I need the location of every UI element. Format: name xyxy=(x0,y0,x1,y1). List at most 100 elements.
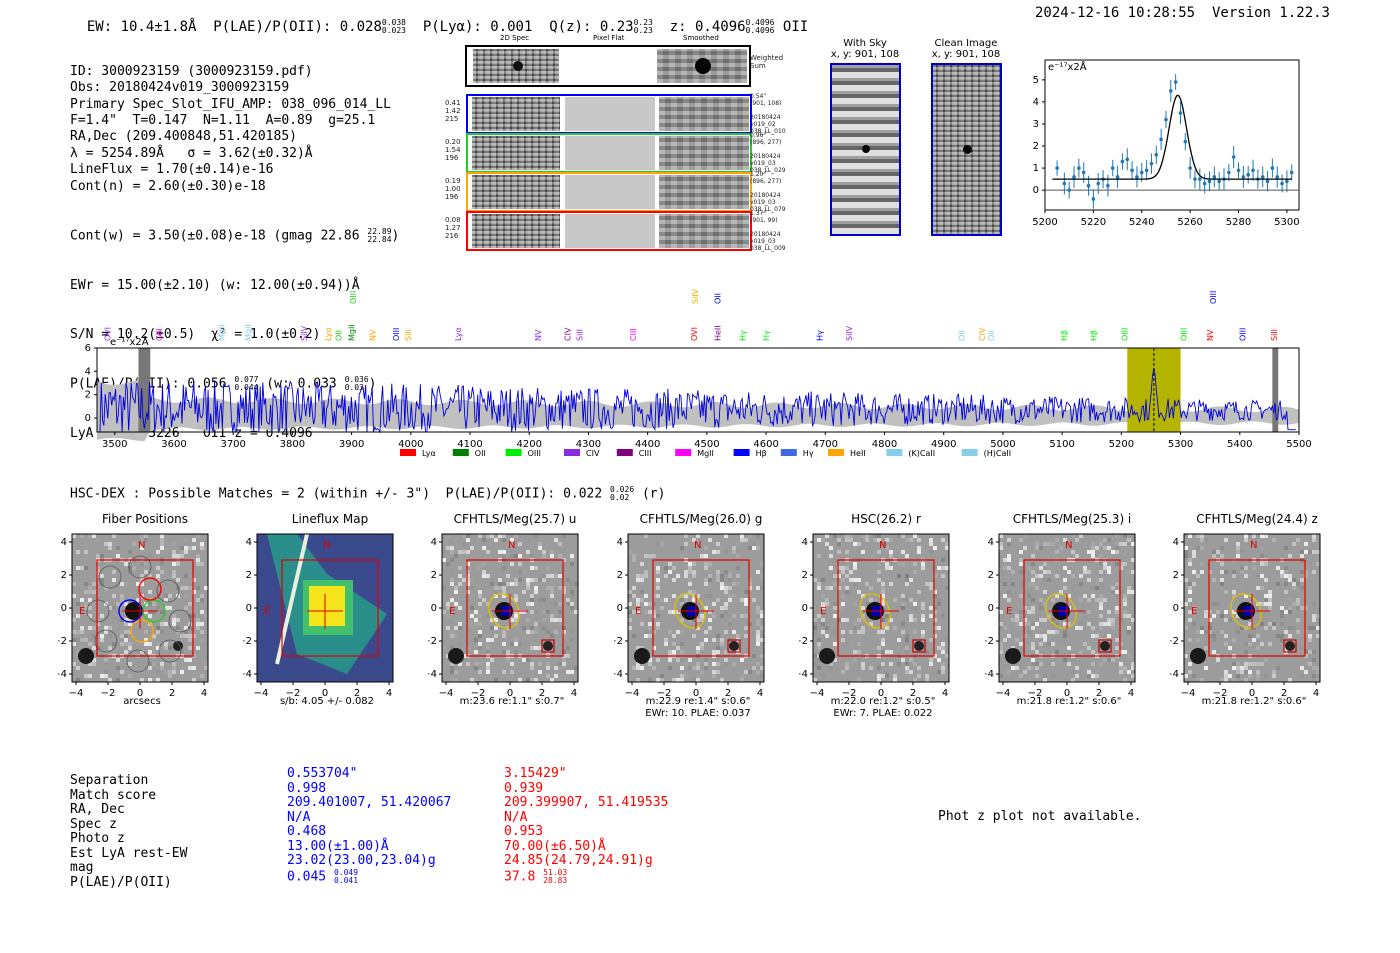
noise-pixel xyxy=(644,602,648,606)
noise-pixel xyxy=(1063,658,1067,662)
noise-pixel xyxy=(905,646,909,650)
noise-pixel xyxy=(885,674,889,678)
plae2-w: (w: 0.033 xyxy=(266,376,337,392)
noise-pixel xyxy=(1123,650,1127,654)
noise-pixel xyxy=(692,590,696,594)
noise-pixel xyxy=(1043,618,1047,622)
noise-pixel xyxy=(680,658,684,662)
neighbor-source xyxy=(1005,648,1021,664)
noise-pixel xyxy=(668,622,672,626)
noise-pixel xyxy=(905,650,909,654)
noise-pixel xyxy=(192,654,196,658)
noise-pixel xyxy=(510,554,514,558)
noise-pixel xyxy=(917,546,921,550)
noise-pixel xyxy=(1011,582,1015,586)
noise-pixel xyxy=(821,618,825,622)
noise-pixel xyxy=(570,610,574,614)
east-label: E xyxy=(79,606,85,617)
noise-pixel xyxy=(676,574,680,578)
legend-item: Lyα xyxy=(400,449,436,458)
noise-pixel xyxy=(692,562,696,566)
noise-pixel xyxy=(534,646,538,650)
noise-pixel xyxy=(1244,678,1248,682)
match-label: Photo z xyxy=(70,831,125,846)
noise-pixel xyxy=(84,566,88,570)
noise-pixel xyxy=(80,630,84,634)
noise-pixel xyxy=(1260,546,1264,550)
noise-pixel xyxy=(756,618,760,622)
noise-pixel xyxy=(502,642,506,646)
noise-pixel xyxy=(204,662,208,666)
noise-pixel xyxy=(640,590,644,594)
search-box xyxy=(96,559,194,657)
noise-pixel xyxy=(849,578,853,582)
noise-pixel xyxy=(446,606,450,610)
noise-pixel xyxy=(841,618,845,622)
noise-pixel xyxy=(929,582,933,586)
plae2-w-lo: 0.03 xyxy=(344,383,364,393)
line-marker: Hγ xyxy=(815,330,824,341)
noise-pixel xyxy=(1220,546,1224,550)
spectrum-x-tick-label: 5500 xyxy=(1286,439,1311,450)
noise-pixel xyxy=(1099,602,1103,606)
noise-pixel xyxy=(1296,630,1300,634)
line-marker: OII xyxy=(335,330,344,341)
noise-pixel xyxy=(841,594,845,598)
noise-pixel xyxy=(1027,562,1031,566)
noise-pixel xyxy=(841,638,845,642)
noise-pixel xyxy=(1019,674,1023,678)
noise-pixel xyxy=(913,678,917,682)
noise-pixel xyxy=(999,626,1003,630)
noise-pixel xyxy=(917,538,921,542)
noise-pixel xyxy=(84,606,88,610)
noise-pixel xyxy=(454,586,458,590)
east-label: E xyxy=(449,606,455,617)
match1-value: 0.998 xyxy=(287,780,327,796)
noise-pixel xyxy=(1232,590,1236,594)
noise-pixel xyxy=(470,622,474,626)
noise-pixel xyxy=(640,578,644,582)
noise-pixel xyxy=(672,678,676,682)
noise-pixel xyxy=(72,534,76,538)
noise-pixel xyxy=(168,594,172,598)
noise-pixel xyxy=(756,534,760,538)
legend-label: Hβ xyxy=(756,449,767,458)
hsc-matches-line: HSC-DEX : Possible Matches = 2 (within +… xyxy=(70,486,665,502)
noise-pixel xyxy=(92,590,96,594)
noise-pixel xyxy=(156,574,160,578)
detection-info: ID: 3000923159 (3000923159.pdf) Obs: 2018… xyxy=(70,31,399,459)
noise-pixel xyxy=(853,602,857,606)
noise-pixel xyxy=(1019,622,1023,626)
noise-pixel xyxy=(1312,550,1316,554)
noise-pixel xyxy=(825,626,829,630)
z-hi: 0.4096 xyxy=(745,18,775,27)
line-marker: OII xyxy=(714,293,723,304)
noise-pixel xyxy=(1200,570,1204,574)
noise-pixel xyxy=(1284,574,1288,578)
noise-pixel xyxy=(1188,650,1192,654)
noise-pixel xyxy=(632,534,636,538)
line-marker: SiII xyxy=(1270,329,1279,341)
noise-pixel xyxy=(184,634,188,638)
noise-pixel xyxy=(720,642,724,646)
noise-pixel xyxy=(937,610,941,614)
noise-pixel xyxy=(1248,658,1252,662)
cutout-x-tick-label: 0 xyxy=(322,688,328,699)
noise-pixel xyxy=(550,550,554,554)
noise-pixel xyxy=(574,666,578,670)
noise-pixel xyxy=(1220,562,1224,566)
noise-pixel xyxy=(534,618,538,622)
noise-pixel xyxy=(1039,566,1043,570)
ewr-line: EWr = 15.00(±2.10) (w: 12.00(±0.94))Å xyxy=(70,277,360,293)
noise-pixel xyxy=(736,542,740,546)
zoom-data-point xyxy=(1265,179,1270,184)
noise-pixel xyxy=(108,646,112,650)
noise-pixel xyxy=(1035,554,1039,558)
noise-pixel xyxy=(1031,570,1035,574)
lineflux-peak xyxy=(309,586,345,626)
noise-pixel xyxy=(1115,606,1119,610)
noise-pixel xyxy=(100,638,104,642)
noise-pixel xyxy=(1240,570,1244,574)
fiber-circle xyxy=(158,639,182,663)
noise-pixel xyxy=(1188,586,1192,590)
